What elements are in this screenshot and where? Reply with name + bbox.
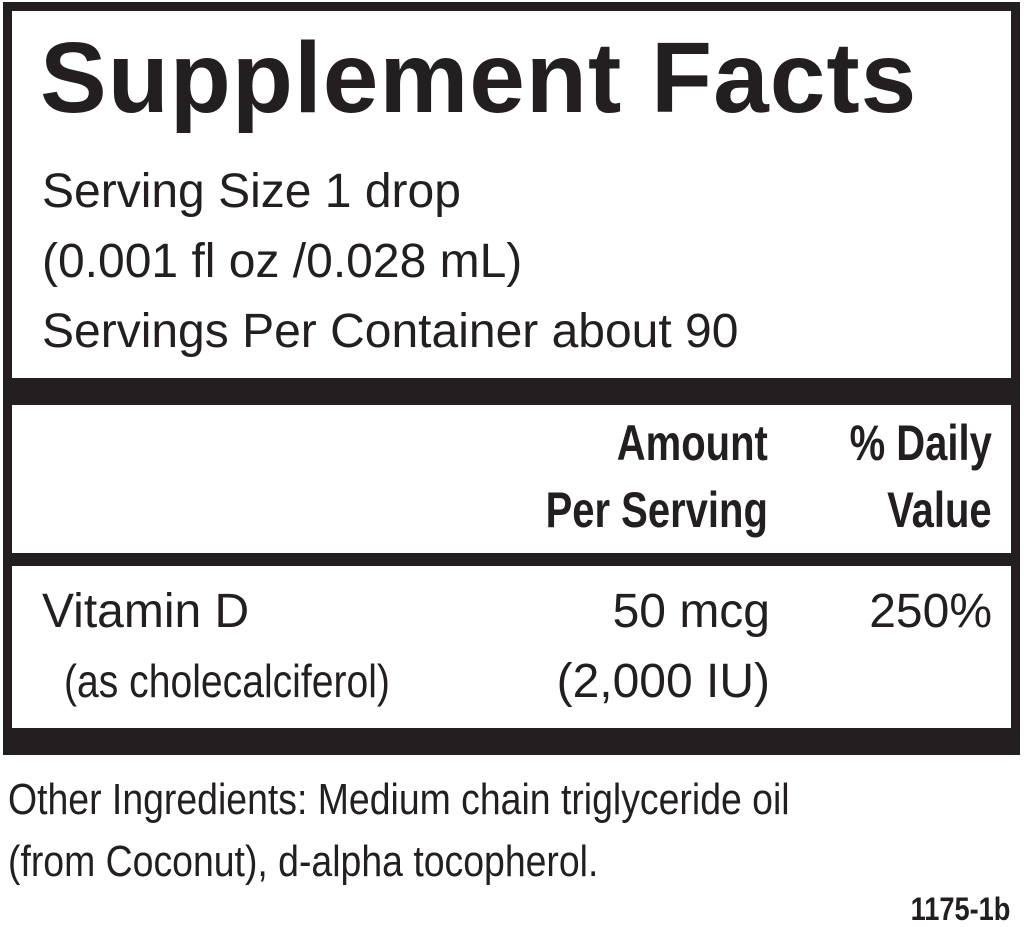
other-ingredients-line1: Other Ingredients: Medium chain triglyce… — [8, 775, 790, 824]
serving-size: Serving Size 1 drop — [42, 165, 461, 218]
serving-volume: (0.001 fl oz /0.028 mL) — [42, 235, 523, 288]
nutrient-daily-value: 250% — [869, 585, 992, 638]
thick-divider — [3, 378, 1020, 405]
bottom-divider — [3, 728, 1020, 755]
per-serving-header: Per Serving — [545, 482, 768, 538]
thin-divider — [3, 553, 1020, 566]
product-code: 1175-1b — [910, 891, 1010, 927]
panel-title: Supplement Facts — [40, 22, 918, 134]
other-ingredients-line2: (from Coconut), d-alpha tocopherol. — [8, 837, 599, 886]
amount-header: Amount — [616, 415, 768, 471]
value-header: Value — [887, 482, 992, 538]
daily-header: % Daily — [849, 415, 992, 471]
servings-per-container: Servings Per Container about 90 — [42, 305, 739, 358]
nutrient-name: Vitamin D — [42, 585, 250, 638]
nutrient-amount: 50 mcg — [612, 585, 770, 638]
nutrient-source: (as cholecalciferol) — [64, 655, 390, 707]
nutrient-amount-iu: (2,000 IU) — [556, 655, 770, 708]
